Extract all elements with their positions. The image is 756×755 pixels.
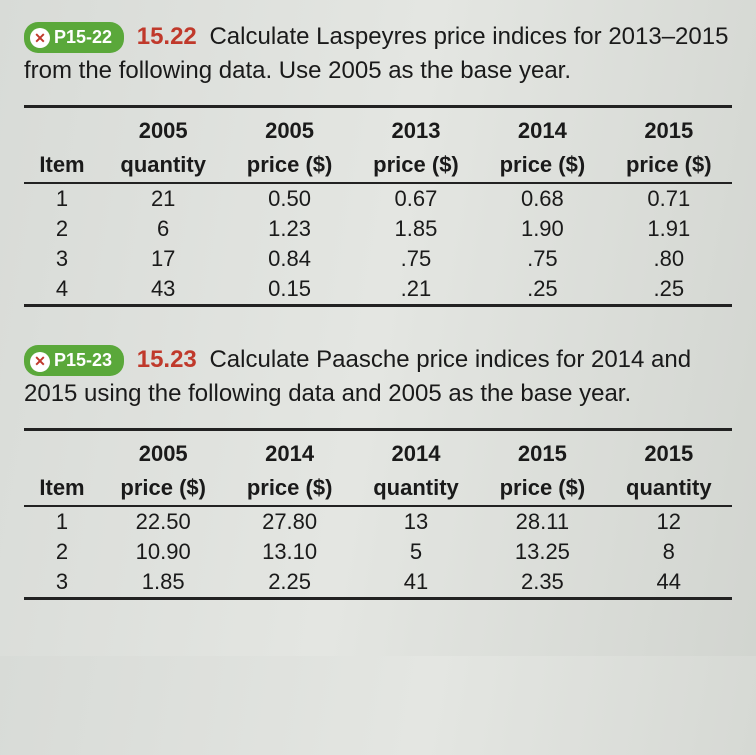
table-header-row-labels: Item price ($) price ($) quantity price … [24, 471, 732, 506]
th: price ($) [226, 148, 352, 183]
cell: 2.25 [226, 567, 352, 599]
th: price ($) [606, 148, 732, 183]
cell: .75 [479, 244, 605, 274]
cell: 27.80 [226, 506, 352, 537]
cell: .75 [353, 244, 479, 274]
close-icon: ✕ [30, 28, 50, 48]
cell: .21 [353, 274, 479, 306]
cell: .25 [479, 274, 605, 306]
th: Item [24, 148, 100, 183]
th: quantity [606, 471, 732, 506]
th: 2014 [226, 430, 352, 472]
cell: 10.90 [100, 537, 226, 567]
cell: 44 [606, 567, 732, 599]
th: 2014 [353, 430, 479, 472]
th: price ($) [479, 148, 605, 183]
cell: 17 [100, 244, 226, 274]
question-text: Calculate Laspeyres price indices for 20… [24, 23, 728, 84]
close-icon: ✕ [30, 352, 50, 372]
cell: 21 [100, 183, 226, 214]
th: price ($) [100, 471, 226, 506]
cell: 0.15 [226, 274, 352, 306]
table-row: 2 6 1.23 1.85 1.90 1.91 [24, 214, 732, 244]
cell: 12 [606, 506, 732, 537]
cell: 0.50 [226, 183, 352, 214]
badge-text: P15-23 [54, 350, 112, 370]
cell: 3 [24, 244, 100, 274]
cell: 13.10 [226, 537, 352, 567]
cell: 1.85 [353, 214, 479, 244]
th: 2005 [100, 107, 226, 149]
cell: 1.91 [606, 214, 732, 244]
th: 2014 [479, 107, 605, 149]
th: 2015 [479, 430, 605, 472]
cell: 2 [24, 214, 100, 244]
table-header-row-years: 2005 2005 2013 2014 2015 [24, 107, 732, 149]
badge-text: P15-22 [54, 27, 112, 47]
cell: 1.23 [226, 214, 352, 244]
cell: 28.11 [479, 506, 605, 537]
cell: 0.84 [226, 244, 352, 274]
table-row: 3 17 0.84 .75 .75 .80 [24, 244, 732, 274]
cell: 1 [24, 183, 100, 214]
cell: 2 [24, 537, 100, 567]
cell: 13.25 [479, 537, 605, 567]
cell: 8 [606, 537, 732, 567]
question-number: 15.23 [137, 346, 197, 373]
cell: 5 [353, 537, 479, 567]
problem-15-22: ✕P15-22 15.22 Calculate Laspeyres price … [24, 20, 732, 307]
cell: 1.85 [100, 567, 226, 599]
cell: 41 [353, 567, 479, 599]
cell: 4 [24, 274, 100, 306]
cell: 0.71 [606, 183, 732, 214]
th [24, 430, 100, 472]
th: 2015 [606, 107, 732, 149]
th: quantity [353, 471, 479, 506]
cell: 0.68 [479, 183, 605, 214]
cell: 13 [353, 506, 479, 537]
problem-badge: ✕P15-23 [24, 345, 124, 376]
cell: 1 [24, 506, 100, 537]
th [24, 107, 100, 149]
table-header-row-years: 2005 2014 2014 2015 2015 [24, 430, 732, 472]
problem-intro: ✕P15-23 15.23 Calculate Paasche price in… [24, 343, 732, 410]
cell: .80 [606, 244, 732, 274]
cell: 3 [24, 567, 100, 599]
cell: 0.67 [353, 183, 479, 214]
question-number: 15.22 [137, 23, 197, 50]
problem-badge: ✕P15-22 [24, 22, 124, 53]
cell: 22.50 [100, 506, 226, 537]
cell: 6 [100, 214, 226, 244]
cell: 43 [100, 274, 226, 306]
table-row: 4 43 0.15 .21 .25 .25 [24, 274, 732, 306]
table-header-row-labels: Item quantity price ($) price ($) price … [24, 148, 732, 183]
data-table-22: 2005 2005 2013 2014 2015 Item quantity p… [24, 105, 732, 307]
cell: 1.90 [479, 214, 605, 244]
th: quantity [100, 148, 226, 183]
question-text: Calculate Paasche price indices for 2014… [24, 346, 691, 407]
cell: 2.35 [479, 567, 605, 599]
table-row: 2 10.90 13.10 5 13.25 8 [24, 537, 732, 567]
th: 2015 [606, 430, 732, 472]
problem-intro: ✕P15-22 15.22 Calculate Laspeyres price … [24, 20, 732, 87]
table-row: 3 1.85 2.25 41 2.35 44 [24, 567, 732, 599]
table-row: 1 21 0.50 0.67 0.68 0.71 [24, 183, 732, 214]
data-table-23: 2005 2014 2014 2015 2015 Item price ($) … [24, 428, 732, 600]
th: 2013 [353, 107, 479, 149]
table-row: 1 22.50 27.80 13 28.11 12 [24, 506, 732, 537]
problem-15-23: ✕P15-23 15.23 Calculate Paasche price in… [24, 343, 732, 600]
th: price ($) [353, 148, 479, 183]
th: price ($) [479, 471, 605, 506]
th: Item [24, 471, 100, 506]
th: 2005 [100, 430, 226, 472]
th: price ($) [226, 471, 352, 506]
th: 2005 [226, 107, 352, 149]
cell: .25 [606, 274, 732, 306]
